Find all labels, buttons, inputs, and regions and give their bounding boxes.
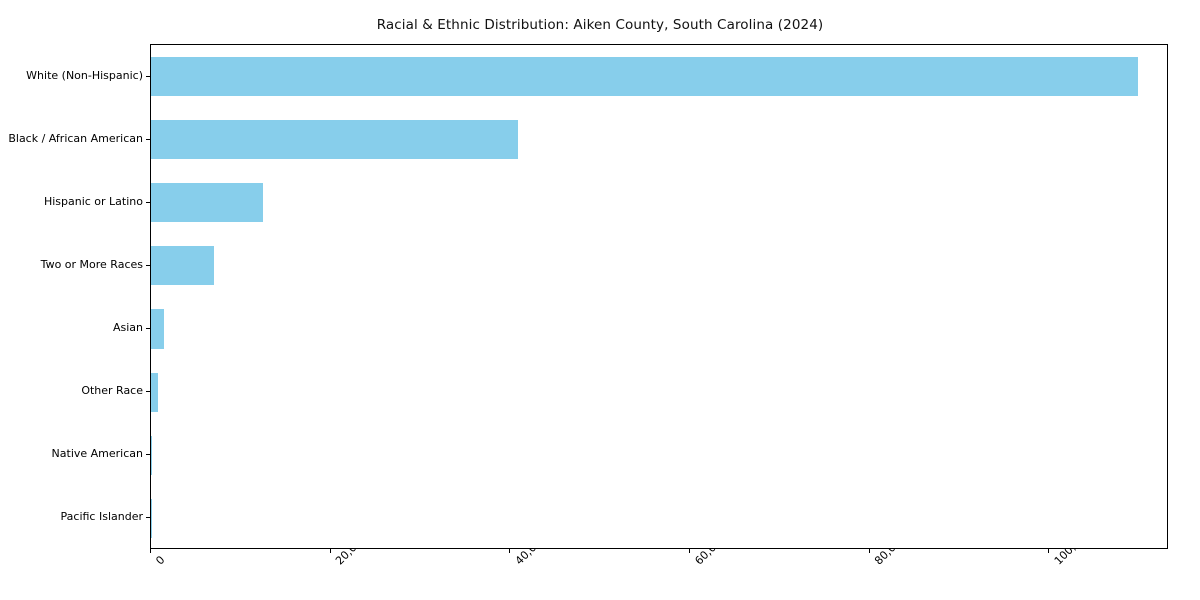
y-tick-mark xyxy=(146,201,150,203)
x-tick-mark xyxy=(509,549,511,553)
bar-white-non-hispanic xyxy=(151,56,1139,97)
bar-pacific-islander xyxy=(151,498,152,538)
bar-native-american xyxy=(151,435,153,475)
x-tick-mark xyxy=(329,549,331,553)
x-tick-mark xyxy=(1048,549,1050,553)
y-tick-mark xyxy=(146,328,150,330)
x-tick-label: 0 xyxy=(153,553,168,568)
y-tick-label: Asian xyxy=(112,321,143,335)
y-tick-label: Two or More Races xyxy=(40,257,143,271)
y-tick-label: Black / African American xyxy=(8,131,143,145)
y-tick-mark xyxy=(146,517,150,519)
y-tick-mark xyxy=(146,138,150,140)
y-tick-label: Hispanic or Latino xyxy=(43,194,143,208)
bar-row xyxy=(151,309,1167,349)
bar-row xyxy=(151,56,1167,97)
x-tick-mark xyxy=(868,549,870,553)
y-tick-label: Other Race xyxy=(81,384,143,398)
plot-area xyxy=(150,44,1168,549)
bar-two-or-more-races xyxy=(151,246,214,286)
y-tick-mark xyxy=(146,391,150,393)
x-tick-mark xyxy=(689,549,691,553)
bars-layer xyxy=(151,45,1167,548)
y-tick-mark xyxy=(146,75,150,77)
y-tick-mark xyxy=(146,264,150,266)
bar-row xyxy=(151,183,1167,223)
y-tick-mark xyxy=(146,454,150,456)
y-tick-label: Native American xyxy=(51,447,143,461)
y-tick-label: Pacific Islander xyxy=(60,510,143,524)
bar-asian xyxy=(151,309,165,349)
bar-row xyxy=(151,120,1167,160)
x-tick-mark xyxy=(150,549,151,553)
chart-title: Racial & Ethnic Distribution: Aiken Coun… xyxy=(376,17,824,33)
y-tick-label: White (Non-Hispanic) xyxy=(26,68,143,82)
bar-row xyxy=(151,372,1167,412)
bar-other-race xyxy=(151,372,159,412)
bar-black-african-american xyxy=(151,120,519,160)
bar-row xyxy=(151,246,1167,286)
bar-hispanic-or-latino xyxy=(151,183,264,223)
bar-row xyxy=(151,498,1167,538)
bar-row xyxy=(151,435,1167,475)
